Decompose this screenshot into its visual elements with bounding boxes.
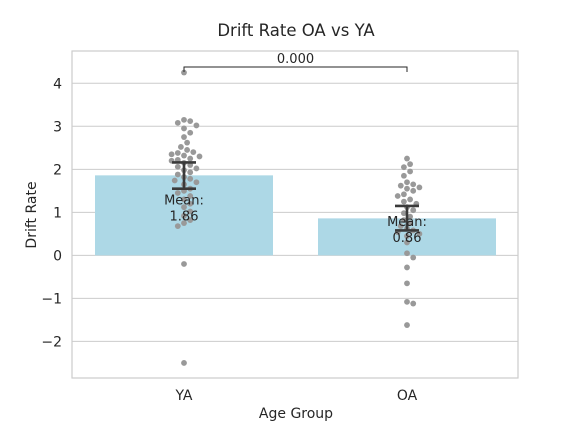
data-point bbox=[404, 155, 410, 162]
mean-label: Mean: 1.86 bbox=[164, 193, 204, 224]
error-bars bbox=[172, 161, 419, 232]
data-point bbox=[410, 181, 417, 188]
x-tick-label: YA bbox=[174, 388, 192, 404]
y-tick-label: 2 bbox=[53, 162, 62, 178]
data-point bbox=[181, 134, 187, 140]
data-point bbox=[181, 196, 187, 203]
data-point bbox=[174, 119, 181, 126]
data-point bbox=[187, 200, 194, 207]
data-point bbox=[407, 161, 413, 168]
data-point bbox=[407, 213, 413, 220]
data-point bbox=[394, 193, 401, 199]
x-axis-label: Age Group bbox=[259, 406, 333, 422]
data-point bbox=[193, 165, 200, 172]
y-tick-label: 4 bbox=[53, 76, 62, 92]
y-tick-label: 3 bbox=[53, 119, 62, 135]
data-point bbox=[397, 182, 404, 189]
data-point bbox=[410, 187, 417, 194]
y-axis-label: Drift Rate bbox=[24, 181, 40, 248]
data-point bbox=[410, 254, 417, 261]
data-point bbox=[187, 208, 194, 215]
data-point bbox=[401, 210, 407, 217]
significance-annotation: 0.000 bbox=[183, 52, 408, 72]
data-point bbox=[416, 230, 423, 237]
data-point bbox=[181, 125, 187, 132]
data-point bbox=[193, 122, 200, 129]
data-point bbox=[404, 233, 410, 239]
data-point bbox=[407, 196, 413, 203]
data-point bbox=[187, 118, 194, 125]
data-point bbox=[410, 300, 417, 307]
data-point bbox=[397, 223, 404, 230]
data-point bbox=[401, 198, 407, 205]
data-point bbox=[416, 184, 423, 191]
y-tick-label: 1 bbox=[53, 205, 62, 221]
plot-frame bbox=[71, 50, 519, 379]
data-point bbox=[404, 298, 410, 305]
mean-labels: Mean: 1.86 Mean: 0.86 bbox=[164, 193, 427, 246]
data-point bbox=[196, 153, 203, 160]
data-point bbox=[407, 168, 413, 175]
significance-bracket bbox=[183, 66, 408, 72]
data-point bbox=[187, 169, 194, 176]
data-point bbox=[404, 185, 410, 192]
data-point bbox=[193, 179, 200, 186]
data-point bbox=[181, 360, 187, 366]
data-point bbox=[401, 172, 407, 179]
data-point bbox=[404, 264, 410, 271]
data-point bbox=[181, 152, 187, 159]
data-point bbox=[404, 239, 410, 246]
data-point bbox=[404, 179, 410, 186]
data-point bbox=[187, 129, 194, 136]
y-tick-label: −1 bbox=[41, 291, 62, 307]
data-points bbox=[168, 69, 423, 366]
y-tick-label: −2 bbox=[41, 334, 62, 350]
data-point bbox=[184, 139, 191, 146]
y-tick-label: 0 bbox=[53, 248, 62, 264]
data-point bbox=[178, 144, 184, 150]
p-value-label: 0.000 bbox=[277, 52, 314, 67]
data-point bbox=[168, 151, 175, 158]
data-point bbox=[401, 191, 407, 198]
data-point bbox=[174, 163, 181, 170]
data-point bbox=[404, 250, 410, 257]
data-point bbox=[187, 175, 194, 182]
data-point bbox=[407, 220, 413, 227]
data-point bbox=[404, 280, 410, 287]
data-point bbox=[190, 149, 197, 156]
data-point bbox=[181, 204, 187, 211]
data-point bbox=[171, 177, 178, 184]
chart-title: Drift Rate OA vs YA bbox=[217, 21, 375, 40]
data-point bbox=[181, 116, 187, 123]
mean-label: Mean: 0.86 bbox=[387, 215, 427, 246]
data-point bbox=[174, 190, 181, 196]
data-point bbox=[184, 147, 191, 153]
data-point bbox=[181, 69, 187, 76]
data-point bbox=[174, 223, 181, 230]
data-point bbox=[181, 220, 187, 227]
data-point bbox=[187, 155, 194, 162]
data-point bbox=[410, 207, 417, 214]
y-tick-labels: −2 −1 0 1 2 3 4 bbox=[41, 76, 62, 350]
data-point bbox=[174, 150, 181, 156]
data-point bbox=[174, 171, 181, 178]
x-tick-labels: YA OA bbox=[174, 388, 417, 404]
data-point bbox=[181, 212, 187, 219]
data-point bbox=[401, 164, 407, 171]
data-point bbox=[401, 217, 407, 223]
x-tick-label: OA bbox=[397, 388, 418, 404]
data-point bbox=[404, 322, 410, 328]
data-point bbox=[187, 217, 194, 223]
bars bbox=[95, 175, 496, 256]
data-point bbox=[181, 261, 187, 267]
data-point bbox=[187, 193, 194, 199]
